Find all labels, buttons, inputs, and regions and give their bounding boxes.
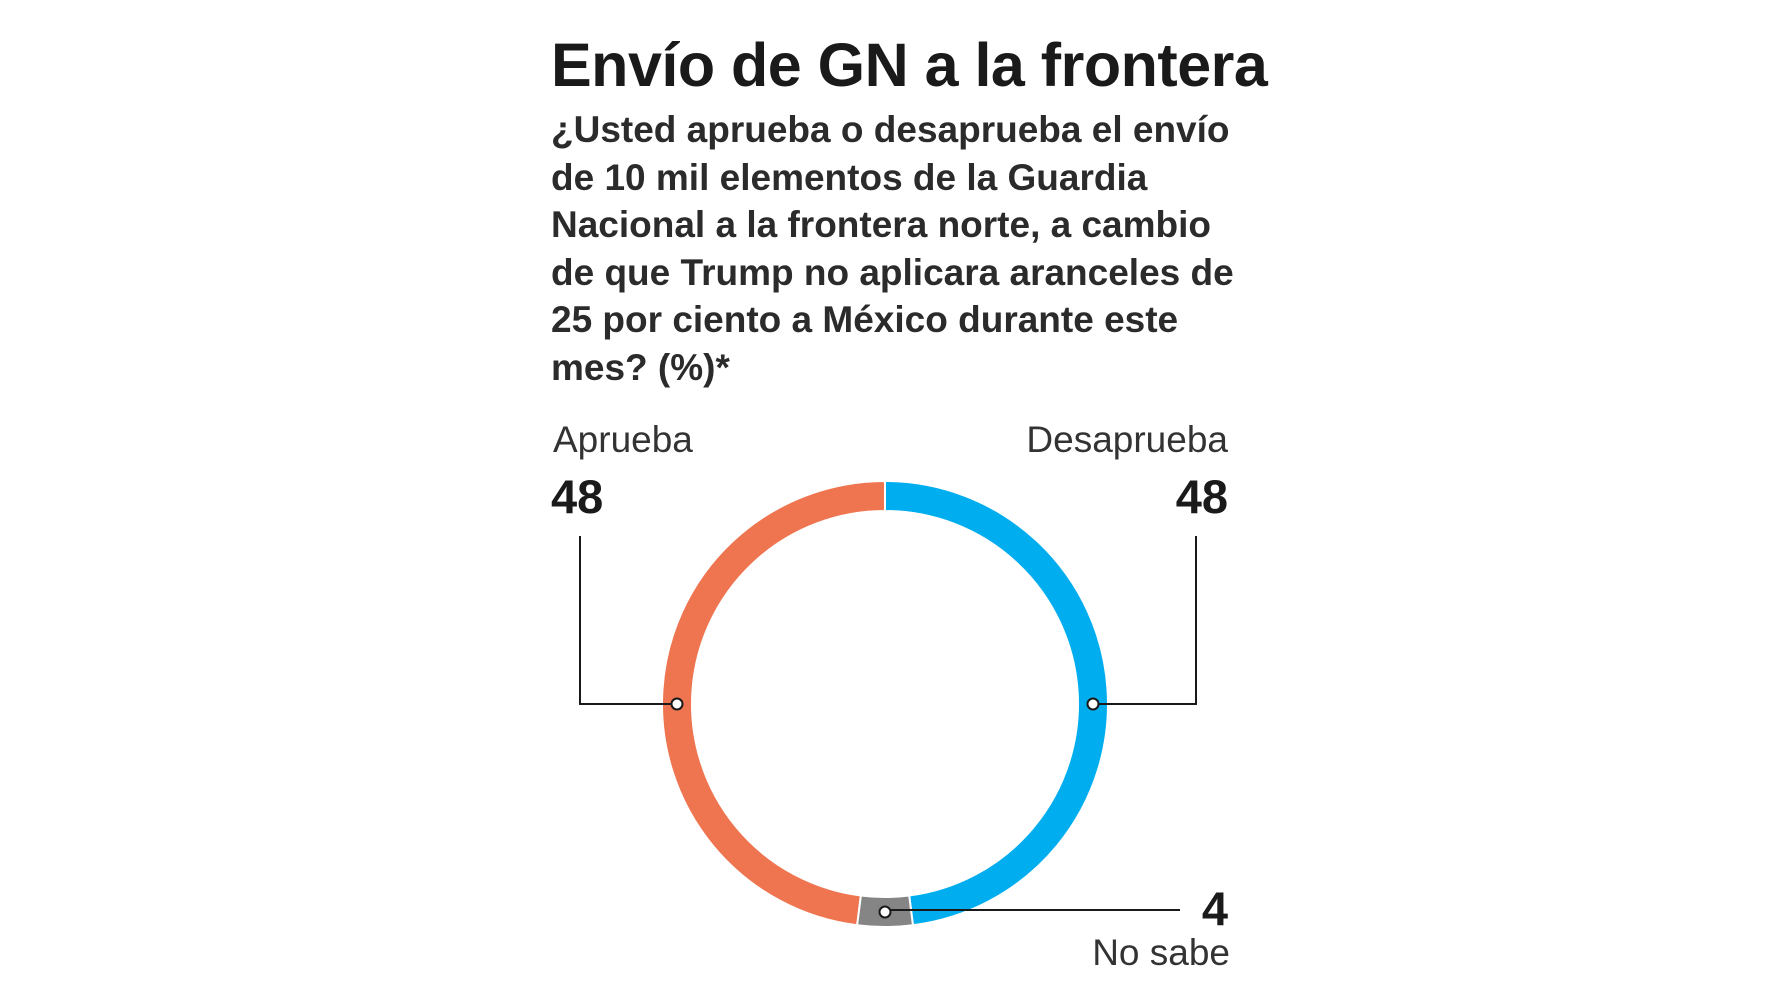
slice-desaprueba xyxy=(884,479,1109,927)
chart-subtitle: ¿Usted aprueba o desaprueba el envío de … xyxy=(551,109,1234,388)
leader-dot-no-sabe xyxy=(878,905,892,919)
label-desaprueba: Desaprueba xyxy=(1026,419,1228,460)
value-desaprueba: 48 xyxy=(1176,470,1228,523)
value-no-sabe: 4 xyxy=(1202,882,1228,935)
label-aprueba: Aprueba xyxy=(553,419,693,460)
leader-line-desaprueba xyxy=(1093,536,1197,705)
leader-lines xyxy=(579,536,1197,919)
chart-title: Envío de GN a la frontera xyxy=(551,31,1268,99)
value-aprueba: 48 xyxy=(551,470,603,523)
leader-dot-aprueba xyxy=(670,697,684,711)
donut-slices xyxy=(661,479,1109,928)
label-no-sabe: No sabe xyxy=(1092,932,1230,973)
slice-aprueba xyxy=(661,479,886,927)
leader-dot-desaprueba xyxy=(1086,697,1100,711)
leader-line-aprueba xyxy=(579,536,677,705)
